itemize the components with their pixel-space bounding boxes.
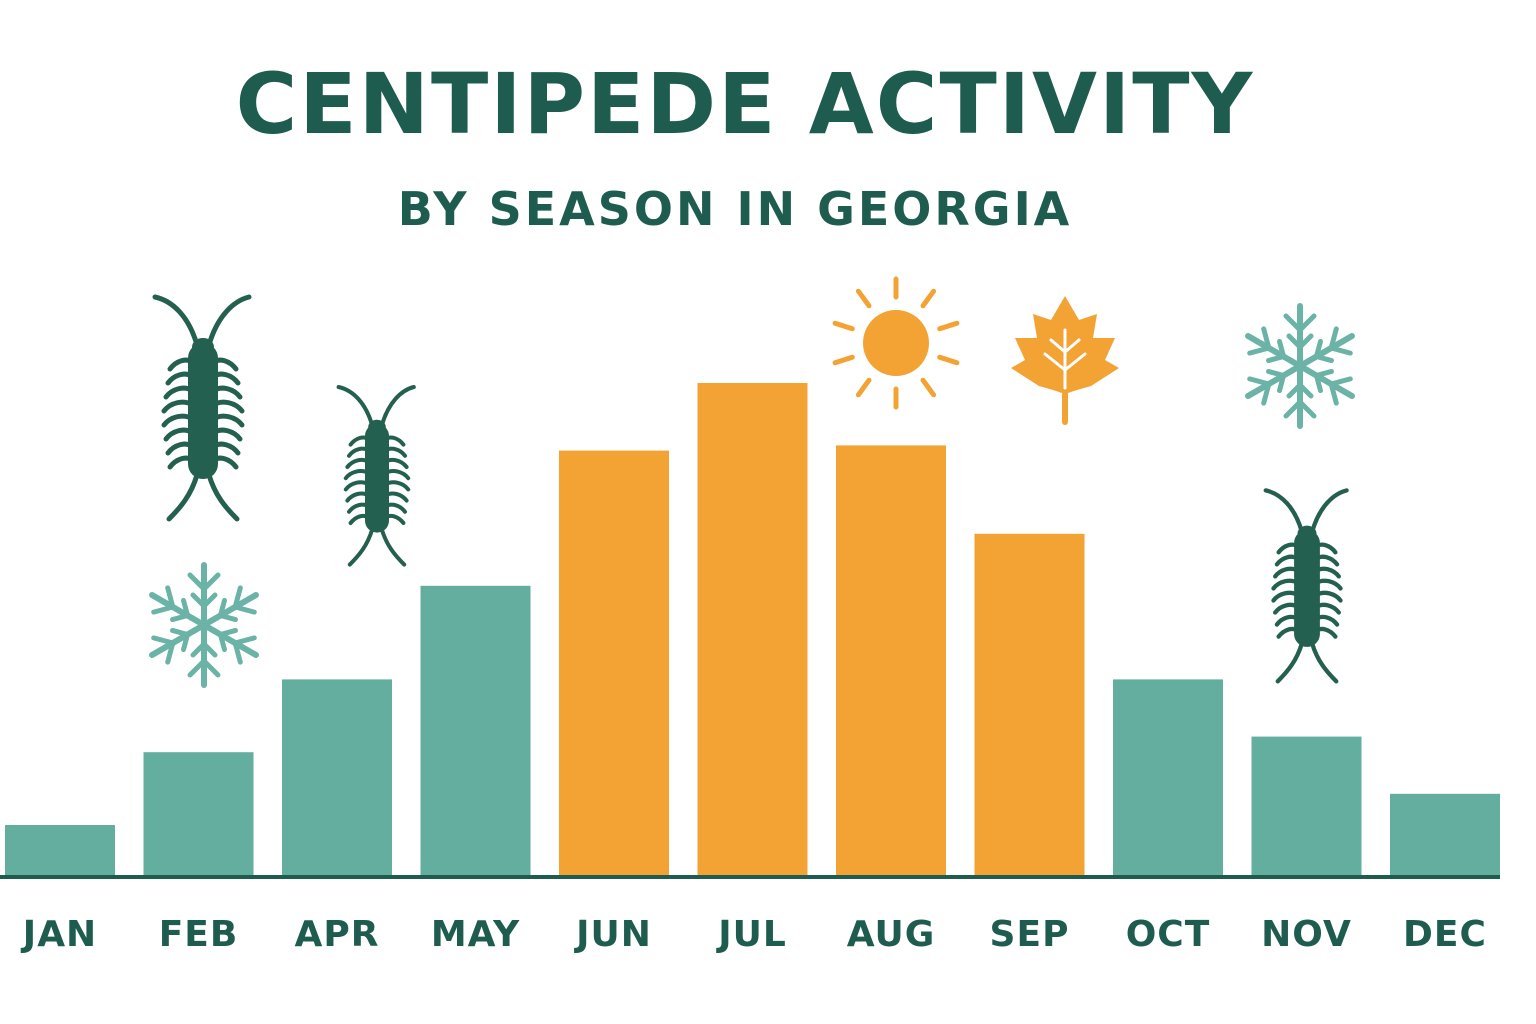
- snowflake-icon: [149, 562, 259, 688]
- x-tick-label: APR: [295, 914, 380, 955]
- chart-subtitle: BY SEASON IN GEORGIA: [397, 182, 1073, 236]
- bar-feb: [143, 752, 254, 877]
- bar-sep: [974, 533, 1085, 877]
- bars-group: [5, 383, 1500, 877]
- x-tick-label: SEP: [990, 914, 1070, 955]
- bar-may: [420, 585, 531, 877]
- sun-icon: [832, 276, 960, 410]
- bar-oct: [1113, 679, 1223, 877]
- x-tick-label: MAY: [431, 914, 520, 955]
- centipede-icon: [152, 294, 252, 522]
- x-tick-label: OCT: [1126, 914, 1211, 955]
- x-tick-label: FEB: [159, 914, 239, 955]
- x-tick-label: DEC: [1403, 914, 1487, 955]
- bar-jun: [559, 450, 669, 877]
- bar-nov: [1251, 736, 1362, 877]
- x-tick-label: JAN: [20, 914, 97, 955]
- x-tick-label: NOV: [1261, 914, 1352, 955]
- bar-apr: [282, 679, 392, 877]
- x-tick-labels: JAN FEB APR MAY JUN JUL AUG SEP OCT NOV DEC: [20, 914, 1487, 955]
- centipede-icon: [336, 384, 416, 567]
- x-tick-label: AUG: [847, 914, 936, 955]
- x-tick-label: JUN: [573, 914, 652, 955]
- bar-jul: [697, 383, 808, 877]
- bar-jan: [5, 825, 115, 877]
- bar-dec: [1390, 793, 1500, 877]
- x-tick-label: JUL: [715, 914, 787, 955]
- bar-aug: [836, 445, 946, 877]
- leaf-icon: [1011, 296, 1119, 425]
- centipede-icon: [1263, 488, 1349, 684]
- chart-title: CENTIPEDE ACTIVITY: [235, 55, 1255, 153]
- snowflake-icon: [1245, 303, 1355, 429]
